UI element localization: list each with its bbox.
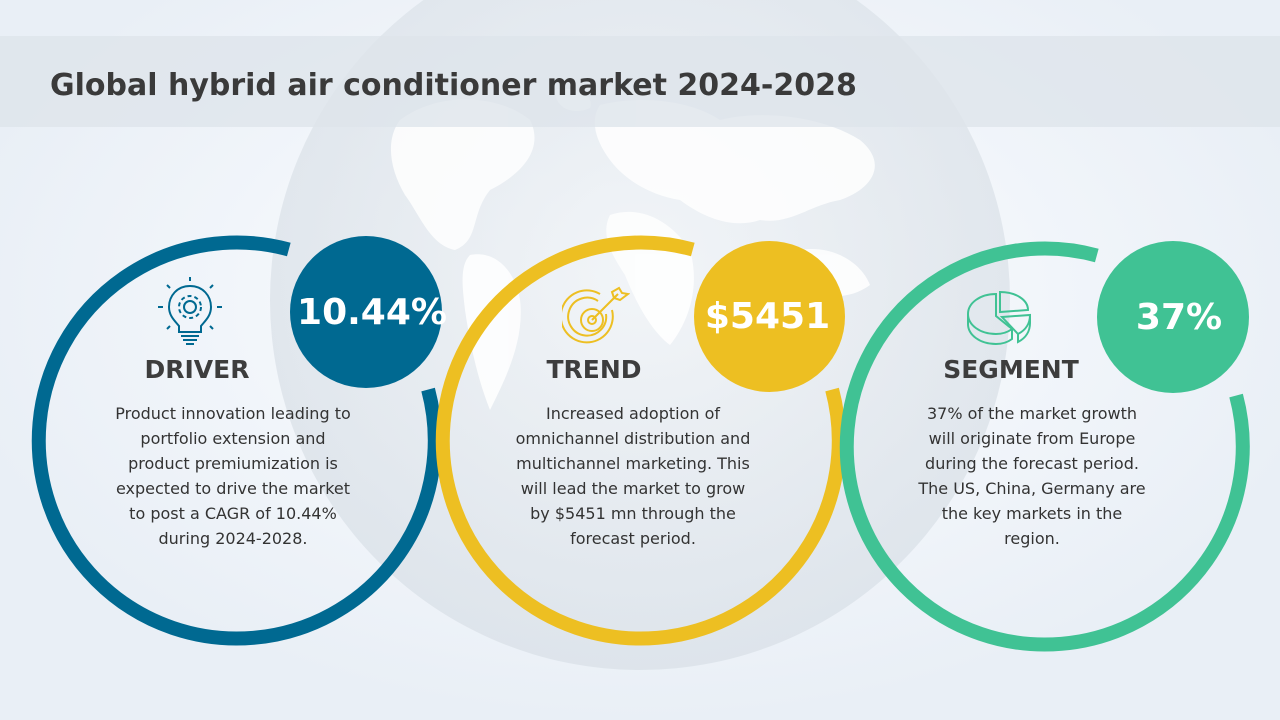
driver-stat-badge: 10.44% bbox=[290, 236, 447, 388]
pie-chart-icon bbox=[966, 290, 1032, 346]
driver-heading: DRIVER bbox=[144, 355, 250, 384]
trend-stat-badge: $5451 bbox=[694, 241, 845, 392]
driver-stat: 10.44% bbox=[297, 291, 447, 333]
lightbulb-gear-icon bbox=[158, 277, 222, 345]
segment-ring bbox=[839, 241, 1250, 652]
trend-stat: $5451 bbox=[704, 296, 831, 337]
page-title: Global hybrid air conditioner market 202… bbox=[50, 68, 857, 103]
segment-stat: 37% bbox=[1135, 296, 1223, 338]
trend-heading: TREND bbox=[546, 355, 642, 384]
driver-ring bbox=[31, 235, 442, 646]
target-arrow-icon bbox=[562, 286, 630, 344]
segment-stat-badge: 37% bbox=[1097, 241, 1249, 393]
title-band bbox=[0, 36, 1280, 127]
trend-ring bbox=[435, 235, 846, 646]
driver-description: Product innovation leading to portfolio … bbox=[115, 404, 351, 548]
segment-description: 37% of the market growth will originate … bbox=[918, 404, 1146, 548]
segment-heading: SEGMENT bbox=[943, 355, 1079, 384]
trend-description: Increased adoption of omnichannel distri… bbox=[515, 404, 751, 548]
